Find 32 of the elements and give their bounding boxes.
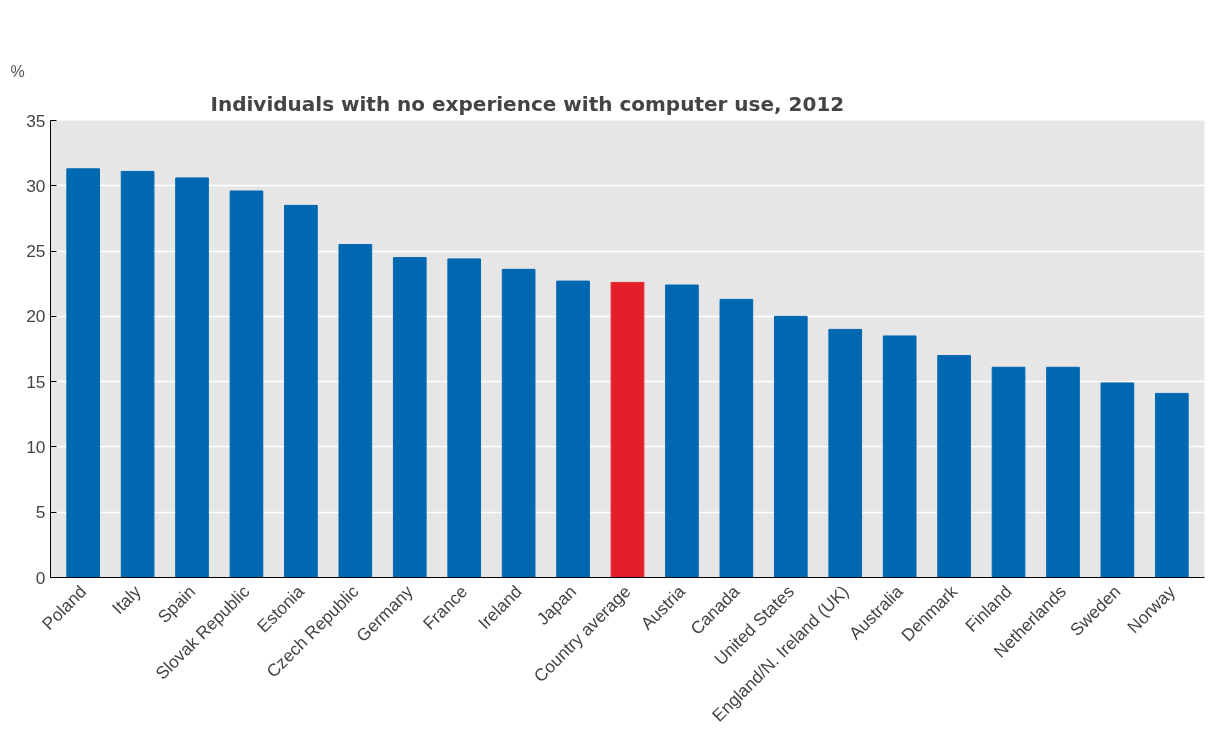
bar	[284, 204, 318, 578]
bar	[447, 258, 482, 578]
bar	[66, 168, 100, 578]
y-tick-label: 30	[26, 175, 46, 196]
bar	[501, 268, 536, 578]
bar	[665, 284, 699, 578]
bar	[556, 280, 590, 578]
bar	[828, 328, 863, 578]
bar	[392, 257, 427, 578]
y-tick-label: 15	[26, 371, 46, 392]
bar	[937, 355, 971, 578]
y-tick-label: 35	[26, 110, 46, 131]
bar	[1100, 382, 1135, 578]
bar	[338, 244, 373, 578]
bar	[1046, 366, 1080, 578]
y-tick-label: 10	[26, 436, 46, 457]
bar	[882, 335, 917, 578]
bar	[120, 170, 155, 578]
bar	[229, 190, 264, 578]
y-tick-label: 5	[35, 502, 46, 523]
bar	[773, 315, 808, 578]
bar	[610, 281, 645, 578]
bar	[719, 298, 754, 578]
y-tick-label: 25	[26, 241, 46, 262]
bar	[1155, 392, 1189, 578]
bar	[991, 366, 1026, 578]
chart-title: Individuals with no experience with computer use, 2012	[210, 91, 845, 116]
y-tick-label: 20	[26, 306, 46, 327]
y-axis-title: %	[10, 62, 25, 80]
bar	[175, 177, 209, 578]
x-tick-label: Italy	[108, 581, 145, 619]
y-tick-label: 0	[35, 567, 46, 588]
